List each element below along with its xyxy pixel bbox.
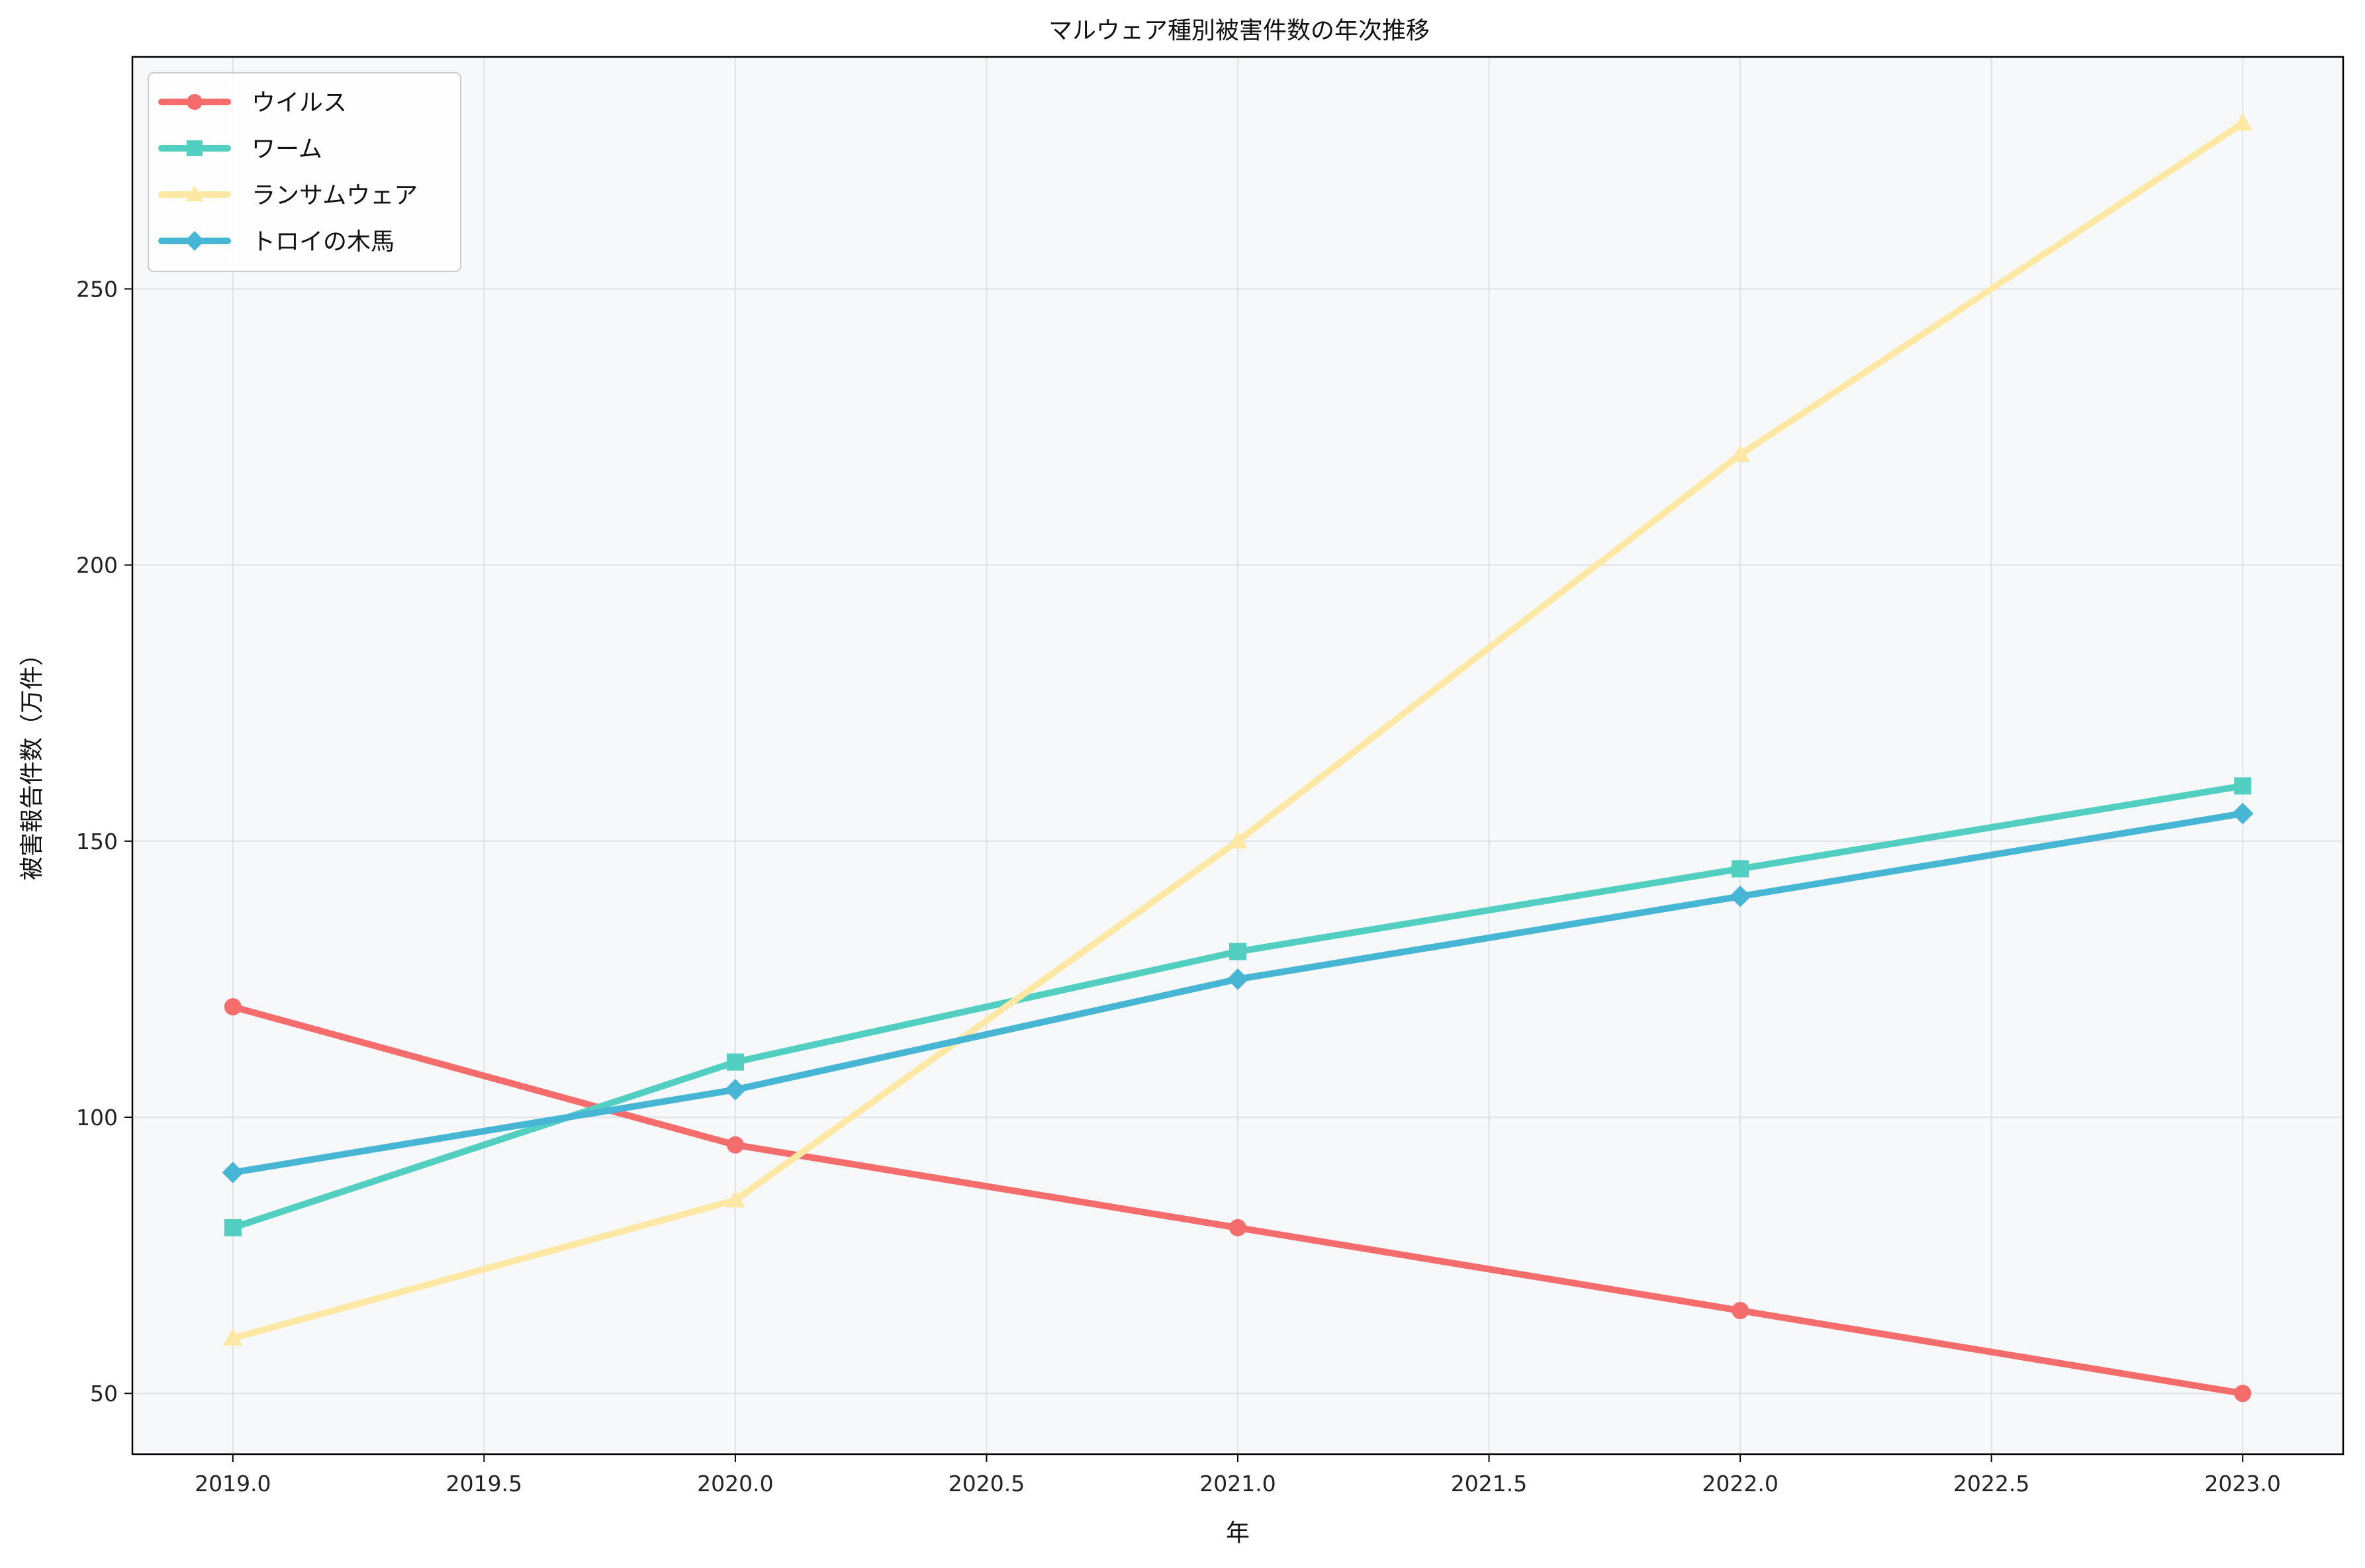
- x-tick-label: 2021.5: [1451, 1471, 1527, 1497]
- x-tick-label: 2022.5: [1953, 1471, 2029, 1497]
- legend-label: ランサムウェア: [252, 182, 418, 209]
- legend-label: トロイの木馬: [252, 228, 394, 255]
- data-point: [726, 1136, 744, 1154]
- x-tick-label: 2022.0: [1702, 1471, 1778, 1497]
- x-tick-label: 2019.0: [195, 1471, 271, 1497]
- legend-label: ワーム: [252, 136, 322, 163]
- x-tick-label: 2021.0: [1199, 1471, 1275, 1497]
- data-point: [1227, 968, 1249, 990]
- y-axis-label: 被害報告件数（万件）: [19, 642, 46, 880]
- data-point: [2234, 777, 2252, 795]
- data-point: [724, 1079, 747, 1101]
- data-point: [2233, 113, 2253, 131]
- data-point: [1229, 1219, 1246, 1236]
- data-point: [222, 1162, 244, 1183]
- data-point: [726, 1053, 744, 1071]
- data-point: [224, 1219, 242, 1236]
- data-point: [1729, 886, 1751, 907]
- y-tick-label: 50: [90, 1381, 118, 1407]
- legend-box: [148, 72, 461, 272]
- y-tick-label: 200: [76, 553, 118, 578]
- data-point: [1229, 943, 1246, 960]
- y-tick-label: 100: [76, 1105, 118, 1130]
- x-axis-label: 年: [1226, 1520, 1250, 1547]
- data-point: [1730, 444, 1751, 462]
- data-point: [1732, 860, 1749, 878]
- data-point: [2231, 802, 2254, 825]
- y-tick-label: 150: [76, 829, 118, 854]
- legend-swatch-marker: [187, 140, 203, 156]
- axis-ticks: 2019.0 2019.5 2020.0 2020.5 2021.0 2021.5 2022…: [76, 276, 2281, 1497]
- data-point: [1732, 1302, 1749, 1320]
- data-point: [222, 1328, 243, 1346]
- data-point: [224, 998, 242, 1016]
- legend-swatch-marker: [185, 185, 204, 202]
- chart-title: マルウェア種別被害件数の年次推移: [1048, 17, 1430, 44]
- x-tick-label: 2019.5: [446, 1471, 522, 1497]
- legend-swatch-marker: [185, 231, 205, 251]
- y-tick-label: 250: [76, 276, 118, 302]
- series-lines: [222, 113, 2254, 1403]
- data-point: [2234, 1385, 2252, 1403]
- x-tick-label: 2020.0: [697, 1471, 773, 1497]
- legend-label: ウイルス: [252, 89, 347, 116]
- legend-swatch-marker: [187, 94, 203, 110]
- x-tick-label: 2020.5: [949, 1471, 1025, 1497]
- data-point: [1228, 831, 1248, 849]
- data-point: [725, 1190, 745, 1208]
- x-tick-label: 2023.0: [2204, 1471, 2280, 1497]
